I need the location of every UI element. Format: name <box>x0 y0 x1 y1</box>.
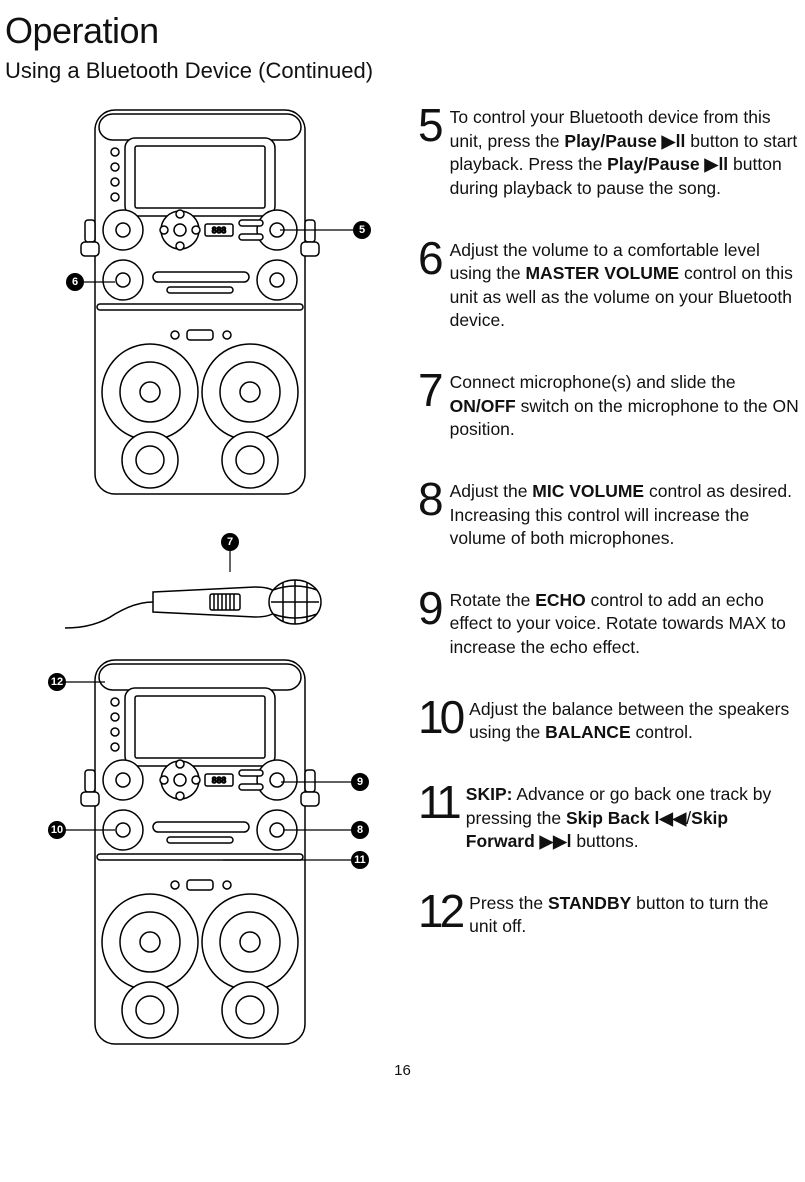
step-text: Adjust the volume to a comfortable level… <box>450 235 800 334</box>
svg-text:888: 888 <box>212 776 227 785</box>
svg-text:10: 10 <box>51 824 63 836</box>
step-number: 8 <box>418 476 442 522</box>
step-number: 7 <box>418 367 442 413</box>
step-number: 6 <box>418 235 442 281</box>
page-title: Operation <box>5 10 800 52</box>
step-6: 6Adjust the volume to a comfortable leve… <box>418 235 800 334</box>
page-number: 16 <box>5 1062 800 1079</box>
step-number: 12 <box>418 888 461 934</box>
step-10: 10Adjust the balance between the speaker… <box>418 694 800 745</box>
step-text: Rotate the ECHO control to add an echo e… <box>450 585 800 660</box>
step-text: Connect microphone(s) and slide the ON/O… <box>450 367 800 442</box>
svg-text:11: 11 <box>354 854 366 866</box>
step-12: 12Press the STANDBY button to turn the u… <box>418 888 800 939</box>
step-number: 5 <box>418 102 442 148</box>
step-text: SKIP: Advance or go back one track by pr… <box>466 779 800 854</box>
svg-text:5: 5 <box>359 224 365 236</box>
svg-text:6: 6 <box>72 276 78 288</box>
diagrams-column: 888 <box>5 102 410 1052</box>
microphone-diagram: 7 <box>5 532 410 642</box>
step-7: 7Connect microphone(s) and slide the ON/… <box>418 367 800 442</box>
svg-text:9: 9 <box>357 776 363 788</box>
step-11: 11SKIP: Advance or go back one track by … <box>418 779 800 854</box>
step-number: 10 <box>418 694 461 740</box>
content-row: 888 <box>5 102 800 1052</box>
step-text: To control your Bluetooth device from th… <box>450 102 800 201</box>
step-text: Adjust the balance between the speakers … <box>469 694 800 745</box>
unit-diagram-top: 888 <box>5 102 410 502</box>
svg-text:7: 7 <box>227 536 233 548</box>
svg-text:8: 8 <box>357 824 363 836</box>
step-8: 8 Adjust the MIC VOLUME control as desir… <box>418 476 800 551</box>
step-text: Adjust the MIC VOLUME control as desired… <box>450 476 800 551</box>
unit-diagram-bottom: 888 <box>5 652 410 1052</box>
step-5: 5To control your Bluetooth device from t… <box>418 102 800 201</box>
step-number: 9 <box>418 585 442 631</box>
step-9: 9 Rotate the ECHO control to add an echo… <box>418 585 800 660</box>
step-text: Press the STANDBY button to turn the uni… <box>469 888 800 939</box>
section-subtitle: Using a Bluetooth Device (Continued) <box>5 58 800 84</box>
svg-text:888: 888 <box>212 226 227 235</box>
svg-text:12: 12 <box>51 676 63 688</box>
step-number: 11 <box>418 779 458 825</box>
steps-column: 5To control your Bluetooth device from t… <box>410 102 800 1052</box>
